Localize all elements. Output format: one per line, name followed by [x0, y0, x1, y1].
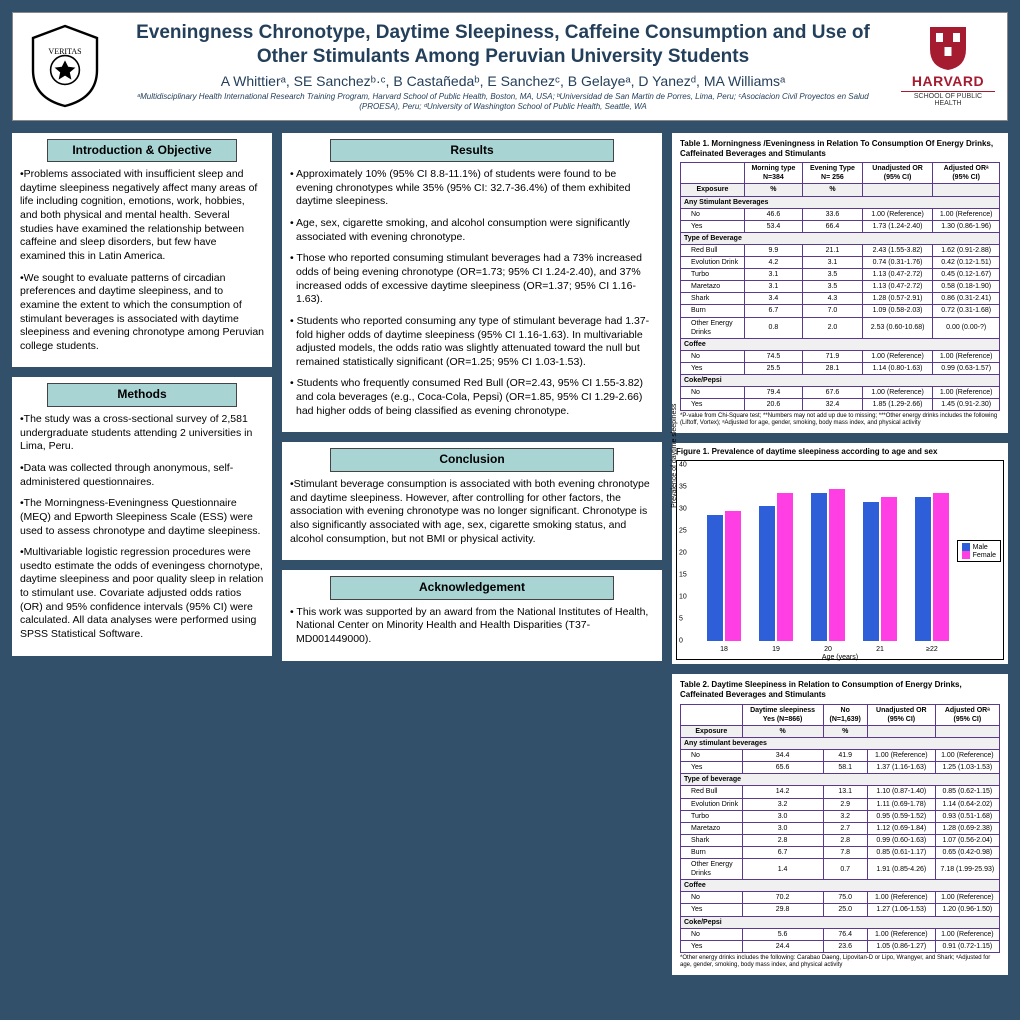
- figure1-panel: Figure 1. Prevalence of daytime sleepine…: [672, 443, 1008, 664]
- table2-panel: Table 2. Daytime Sleepiness in Relation …: [672, 674, 1008, 975]
- harvard-wordmark: HARVARD: [901, 73, 995, 89]
- ack-p1: • This work was supported by an award fr…: [296, 606, 654, 647]
- results-panel: Results • Approximately 10% (95% CI 8.8-…: [282, 133, 662, 433]
- results-p1: • Approximately 10% (95% CI 8.8-11.1%) o…: [296, 168, 654, 209]
- legend-male: Male: [973, 544, 988, 551]
- poster-root: VERITAS Eveningness Chronotype, Daytime …: [0, 0, 1020, 1020]
- harvard-logo: HARVARD SCHOOL OF PUBLIC HEALTH: [901, 25, 995, 107]
- ack-panel: Acknowledgement • This work was supporte…: [282, 570, 662, 661]
- table2: Daytime sleepiness Yes (N=866)No (N=1,63…: [680, 704, 1000, 953]
- chart-legend: Male Female: [957, 540, 1001, 562]
- harvard-shield-icon: [928, 25, 968, 71]
- ack-header: Acknowledgement: [330, 576, 614, 600]
- methods-panel: Methods •The study was a cross-sectional…: [12, 377, 272, 655]
- affiliations: ᵃMultidisciplinary Health International …: [117, 92, 889, 112]
- legend-female: Female: [973, 552, 996, 559]
- column-left: Introduction & Objective •Problems assoc…: [12, 133, 272, 975]
- results-p3: • Those who reported consuming stimulant…: [296, 252, 654, 307]
- methods-p4: •Multivariable logistic regression proce…: [20, 546, 264, 641]
- methods-p1: •The study was a cross-sectional survey …: [20, 413, 264, 454]
- intro-panel: Introduction & Objective •Problems assoc…: [12, 133, 272, 368]
- conclusion-header: Conclusion: [330, 448, 614, 472]
- header-text: Eveningness Chronotype, Daytime Sleepine…: [117, 21, 889, 112]
- poster-title: Eveningness Chronotype, Daytime Sleepine…: [117, 21, 889, 69]
- table1-title: Table 1. Morningness /Eveningness in Rel…: [680, 139, 1000, 160]
- conclusion-panel: Conclusion •Stimulant beverage consumpti…: [282, 442, 662, 560]
- header: VERITAS Eveningness Chronotype, Daytime …: [12, 12, 1008, 121]
- intro-p2: •We sought to evaluate patterns of circa…: [20, 272, 264, 354]
- table1: Morning type N=384Evening Type N= 256Una…: [680, 162, 1000, 411]
- table1-footnote: *P-value from Chi-Square test; **Numbers…: [680, 413, 1000, 427]
- results-p2: • Age, sex, cigarette smoking, and alcoh…: [296, 217, 654, 244]
- table2-footnote: *Other energy drinks includes the follow…: [680, 955, 1000, 969]
- methods-p3: •The Morningness-Eveningness Questionnai…: [20, 497, 264, 538]
- results-p4: • Students who reported consuming any ty…: [296, 315, 654, 370]
- results-header: Results: [330, 139, 614, 163]
- column-right: Table 1. Morningness /Eveningness in Rel…: [672, 133, 1008, 975]
- column-center: Results • Approximately 10% (95% CI 8.8-…: [282, 133, 662, 975]
- table2-title: Table 2. Daytime Sleepiness in Relation …: [680, 680, 1000, 701]
- table1-panel: Table 1. Morningness /Eveningness in Rel…: [672, 133, 1008, 434]
- svg-text:VERITAS: VERITAS: [48, 47, 81, 56]
- authors: A Whittierᵃ, SE Sanchezᵇ·ᶜ, B Castañedaᵇ…: [117, 73, 889, 89]
- figure1-title: Figure 1. Prevalence of daytime sleepine…: [676, 447, 1004, 456]
- intro-header: Introduction & Objective: [47, 139, 237, 163]
- figure1-chart: Male Female 0510152025303540Prevalence o…: [676, 460, 1004, 660]
- columns: Introduction & Objective •Problems assoc…: [12, 133, 1008, 975]
- conclusion-p1: •Stimulant beverage consumption is assoc…: [290, 478, 654, 546]
- methods-header: Methods: [47, 383, 237, 407]
- university-seal: VERITAS: [25, 22, 105, 110]
- intro-p1: •Problems associated with insufficient s…: [20, 168, 264, 263]
- methods-p2: •Data was collected through anonymous, s…: [20, 462, 264, 489]
- results-p5: • Students who frequently consumed Red B…: [296, 377, 654, 418]
- hsph-label: SCHOOL OF PUBLIC HEALTH: [901, 91, 995, 107]
